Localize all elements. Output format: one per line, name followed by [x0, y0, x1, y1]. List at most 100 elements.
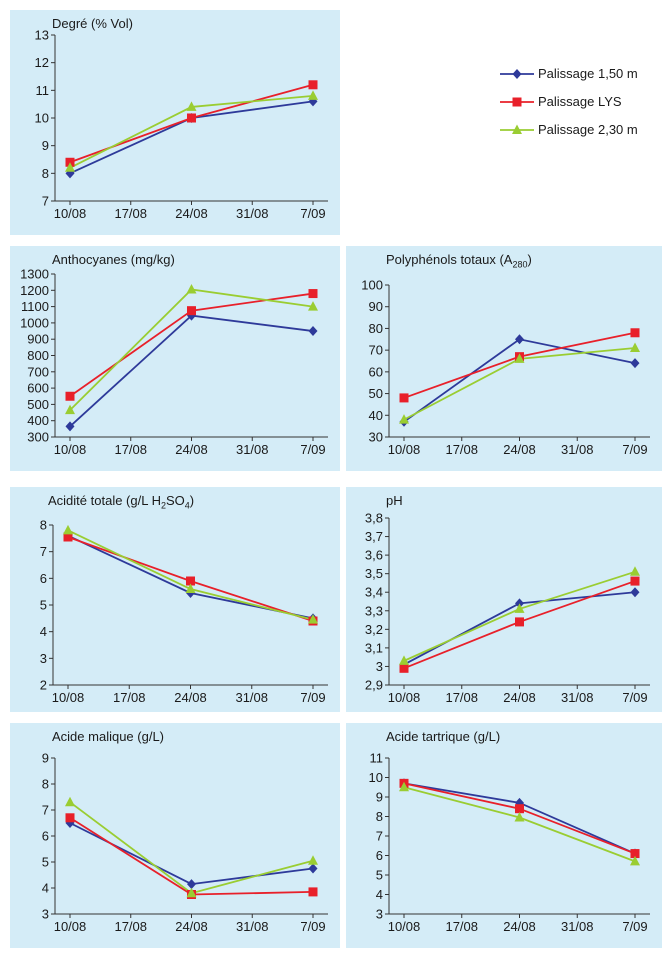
- y-tick-label: 3,6: [365, 548, 383, 563]
- y-tick-label: 3,5: [365, 566, 383, 581]
- chart-acide-malique: Acide malique (g/L) 3 4 5 6 7 8 9 10/08 17/08 24/…: [10, 723, 340, 948]
- data-point: [308, 301, 318, 311]
- chart-title: pH: [386, 493, 403, 508]
- y-tick-label: 6: [42, 829, 49, 844]
- x-tick-label: 31/08: [561, 690, 594, 705]
- data-point: [308, 289, 318, 299]
- y-tick-label: 100: [361, 278, 383, 293]
- x-tick-label: 31/08: [561, 442, 594, 457]
- x-tick-label: 24/08: [503, 690, 536, 705]
- y-tick-label: 13: [35, 28, 49, 43]
- y-tick-label: 1300: [20, 267, 49, 282]
- data-point: [186, 576, 195, 586]
- y-tick-label: 500: [27, 397, 49, 412]
- x-tick-label: 24/08: [175, 442, 208, 457]
- chart-title: Anthocyanes (mg/kg): [52, 252, 175, 267]
- y-tick-label: 400: [27, 413, 49, 428]
- data-point: [514, 603, 525, 613]
- legend-marker: [512, 97, 522, 107]
- x-tick-label: 10/08: [54, 919, 87, 934]
- y-tick-label: 1000: [20, 315, 49, 330]
- chart-title: Degré (% Vol): [52, 16, 133, 31]
- series-line: [67, 529, 314, 621]
- data-point: [308, 863, 318, 874]
- y-tick-label: 700: [27, 364, 49, 379]
- y-tick-label: 2,9: [365, 678, 383, 693]
- x-tick-label: 17/08: [445, 690, 478, 705]
- data-point: [515, 617, 524, 627]
- y-tick-label: 11: [370, 751, 384, 766]
- x-tick-label: 7/09: [300, 919, 325, 934]
- legend-marker-diamond: [500, 69, 534, 79]
- y-tick-label: 6: [376, 848, 383, 863]
- chart-title: Polyphénols totaux (A280): [386, 252, 532, 270]
- chart-ph: pH 2,9 3 3,1 3,2 3,3 3,4 3,5 3,6 3,7 3,8 10/08 17/0…: [346, 487, 662, 712]
- data-point: [185, 583, 196, 593]
- y-tick-label: 900: [27, 332, 49, 347]
- y-tick-label: 3,8: [365, 511, 383, 526]
- data-point: [308, 614, 318, 624]
- y-tick-label: 10: [369, 770, 383, 785]
- x-tick-label: 10/08: [54, 442, 87, 457]
- data-point: [65, 421, 75, 432]
- data-point: [630, 328, 640, 338]
- data-point: [63, 524, 73, 535]
- y-tick-label: 1200: [20, 283, 49, 298]
- x-tick-label: 17/08: [445, 442, 478, 457]
- data-point: [186, 887, 197, 898]
- y-tick-label: 3: [376, 907, 383, 922]
- data-point: [186, 283, 197, 294]
- x-tick-label: 10/08: [52, 690, 85, 705]
- chart-svg: 3 4 5 6 7 8 9 10/08 17/08 24/08 31/08 7/09: [42, 751, 328, 934]
- x-tick-label: 17/08: [114, 206, 147, 221]
- y-tick-label: 3,3: [365, 603, 383, 618]
- y-tick-label: 6: [40, 571, 47, 586]
- data-point: [399, 655, 409, 665]
- data-point: [65, 157, 75, 167]
- y-tick-label: 10: [35, 111, 49, 126]
- y-tick-label: 5: [42, 855, 49, 870]
- x-tick-label: 24/08: [503, 442, 536, 457]
- y-tick-label: 8: [40, 518, 47, 533]
- data-point: [187, 879, 196, 890]
- x-tick-label: 7/09: [300, 442, 325, 457]
- y-tick-label: 2: [40, 678, 47, 693]
- x-tick-label: 7/09: [300, 690, 325, 705]
- y-tick-label: 3,4: [365, 585, 383, 600]
- y-tick-label: 11: [36, 83, 50, 98]
- chart-acidite-totale: Acidité totale (g/L H2SO4) 2 3 4 5 6 7 8 10/08 1…: [10, 487, 340, 712]
- x-tick-label: 24/08: [175, 919, 208, 934]
- y-tick-label: 40: [369, 408, 383, 423]
- chart-svg: 2,9 3 3,1 3,2 3,3 3,4 3,5 3,6 3,7 3,8 10/08 17/08 24…: [365, 511, 650, 705]
- data-point: [399, 781, 409, 792]
- data-point: [187, 306, 196, 316]
- chart-svg: 30 40 50 60 70 80 90 100 10/08 17/08 24/08 31/08 7/0…: [361, 278, 650, 457]
- series-line: [69, 83, 314, 164]
- y-tick-label: 50: [369, 386, 383, 401]
- y-tick-label: 3,2: [365, 622, 383, 637]
- data-point: [308, 326, 318, 337]
- data-point: [630, 855, 640, 866]
- x-tick-label: 17/08: [445, 919, 478, 934]
- data-point: [515, 598, 524, 609]
- series-line: [403, 570, 636, 662]
- data-point: [630, 566, 640, 576]
- chart-degre: Degré (% Vol) 7 8 9 10 11 12 13 10/08 17/08 24/08…: [10, 10, 340, 235]
- legend-label: Palissage LYS: [538, 94, 622, 109]
- y-tick-label: 4: [40, 624, 47, 639]
- data-point: [308, 80, 318, 90]
- legend-marker: [512, 69, 522, 79]
- data-point: [65, 813, 75, 823]
- y-tick-label: 5: [40, 598, 47, 613]
- data-point: [630, 342, 640, 352]
- y-tick-label: 4: [42, 881, 49, 896]
- y-tick-label: 800: [27, 348, 49, 363]
- y-tick-label: 8: [376, 809, 383, 824]
- x-tick-label: 31/08: [236, 442, 269, 457]
- data-point: [630, 358, 640, 369]
- series-line: [69, 100, 314, 175]
- data-point: [308, 90, 318, 100]
- data-point: [186, 101, 197, 111]
- chart-svg: 3 4 5 6 7 8 9 10 11 10/08 17/08 24/08 31/08 7/09: [369, 751, 650, 934]
